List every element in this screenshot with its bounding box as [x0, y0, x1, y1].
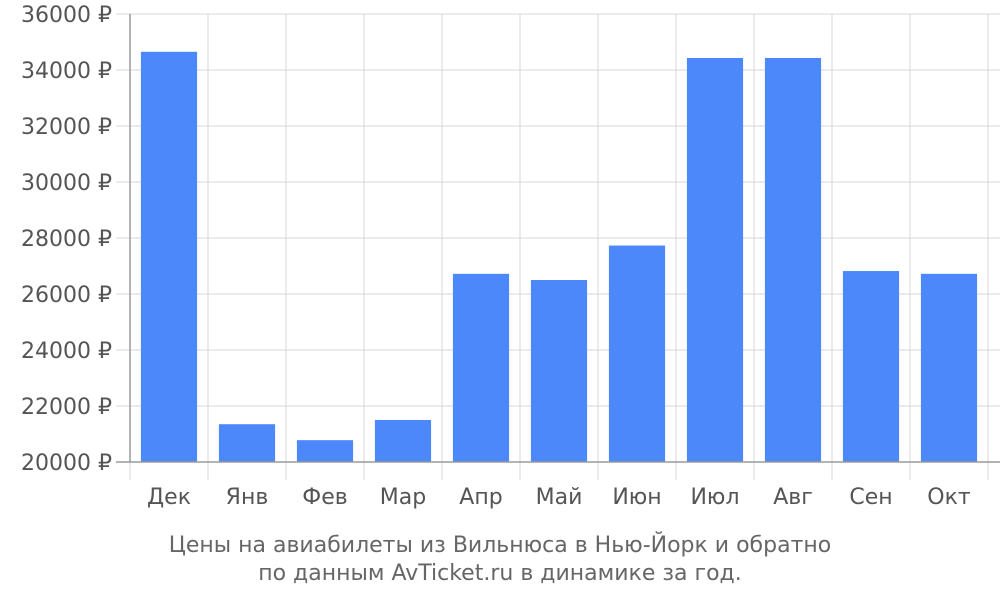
- axes-layer: [116, 14, 1000, 463]
- labels-layer: 20000 ₽ 22000 ₽ 24000 ₽ 26000 ₽ 28000 ₽ 30000…: [21, 3, 971, 510]
- bar: [608, 245, 666, 462]
- grid-layer: [116, 13, 1000, 480]
- x-tick-label: Сен: [849, 485, 892, 510]
- x-tick-label: Фев: [302, 485, 347, 510]
- y-tick-label: 22000 ₽: [21, 395, 112, 420]
- y-tick-label: 34000 ₽: [21, 59, 112, 84]
- bar: [218, 424, 276, 462]
- x-tick-label: Янв: [226, 485, 269, 510]
- y-tick-label: 32000 ₽: [21, 115, 112, 140]
- bar: [140, 51, 198, 463]
- y-tick-label: 24000 ₽: [21, 339, 112, 364]
- y-tick-label: 20000 ₽: [21, 451, 112, 476]
- x-tick-label: Июл: [690, 485, 739, 510]
- y-tick-label: 28000 ₽: [21, 227, 112, 252]
- bar: [920, 273, 978, 462]
- bars-layer: [140, 51, 978, 463]
- bar: [842, 271, 900, 462]
- x-tick-label: Окт: [927, 485, 971, 510]
- bar: [530, 280, 588, 462]
- x-tick-label: Авг: [773, 485, 813, 510]
- bar: [296, 440, 354, 462]
- y-tick-label: 36000 ₽: [21, 3, 112, 28]
- bar: [452, 273, 510, 462]
- x-tick-label: Мар: [380, 485, 426, 510]
- chart-caption-line-1: Цены на авиабилеты из Вильнюса в Нью-Йор…: [168, 533, 832, 558]
- bar: [686, 57, 744, 463]
- bar: [374, 420, 432, 462]
- y-tick-label: 26000 ₽: [21, 283, 112, 308]
- chart-caption-line-2: по данным AvTicket.ru в динамике за год.: [258, 561, 742, 586]
- y-tick-label: 30000 ₽: [21, 171, 112, 196]
- x-tick-label: Май: [536, 485, 583, 510]
- bar: [764, 57, 822, 463]
- x-tick-label: Апр: [459, 485, 502, 510]
- x-tick-label: Дек: [147, 485, 191, 510]
- x-tick-label: Июн: [612, 485, 661, 510]
